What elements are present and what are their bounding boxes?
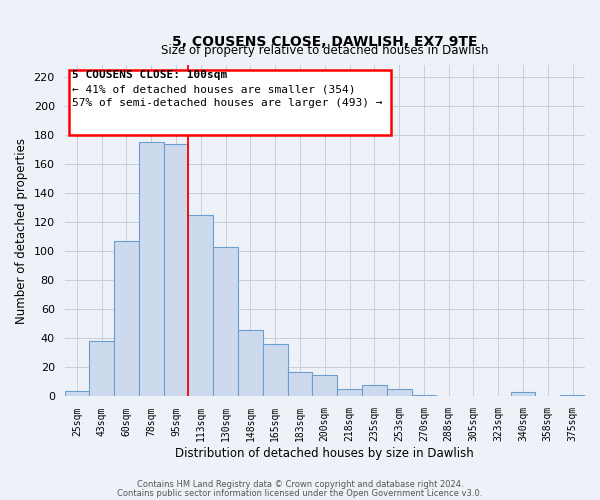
Text: 5 COUSENS CLOSE: 100sqm: 5 COUSENS CLOSE: 100sqm [73, 70, 227, 81]
Bar [213, 247, 238, 396]
Bar [164, 144, 188, 397]
Bar [362, 385, 387, 396]
X-axis label: Distribution of detached houses by size in Dawlish: Distribution of detached houses by size … [175, 447, 474, 460]
FancyBboxPatch shape [68, 70, 391, 135]
Bar [511, 392, 535, 396]
Bar [139, 142, 164, 396]
Text: Contains HM Land Registry data © Crown copyright and database right 2024.: Contains HM Land Registry data © Crown c… [137, 480, 463, 489]
Bar [560, 395, 585, 396]
Bar [114, 241, 139, 396]
Bar [313, 374, 337, 396]
Bar [65, 390, 89, 396]
Y-axis label: Number of detached properties: Number of detached properties [15, 138, 28, 324]
Bar [238, 330, 263, 396]
Title: 5, COUSENS CLOSE, DAWLISH, EX7 9TE: 5, COUSENS CLOSE, DAWLISH, EX7 9TE [172, 35, 478, 49]
Text: ← 41% of detached houses are smaller (354)
57% of semi-detached houses are large: ← 41% of detached houses are smaller (35… [73, 70, 383, 108]
Text: Contains public sector information licensed under the Open Government Licence v3: Contains public sector information licen… [118, 489, 482, 498]
Text: Size of property relative to detached houses in Dawlish: Size of property relative to detached ho… [161, 44, 488, 57]
Bar [89, 342, 114, 396]
Bar [387, 389, 412, 396]
Bar [287, 372, 313, 396]
Bar [263, 344, 287, 397]
Bar [188, 215, 213, 396]
Bar [337, 389, 362, 396]
Bar [412, 395, 436, 396]
